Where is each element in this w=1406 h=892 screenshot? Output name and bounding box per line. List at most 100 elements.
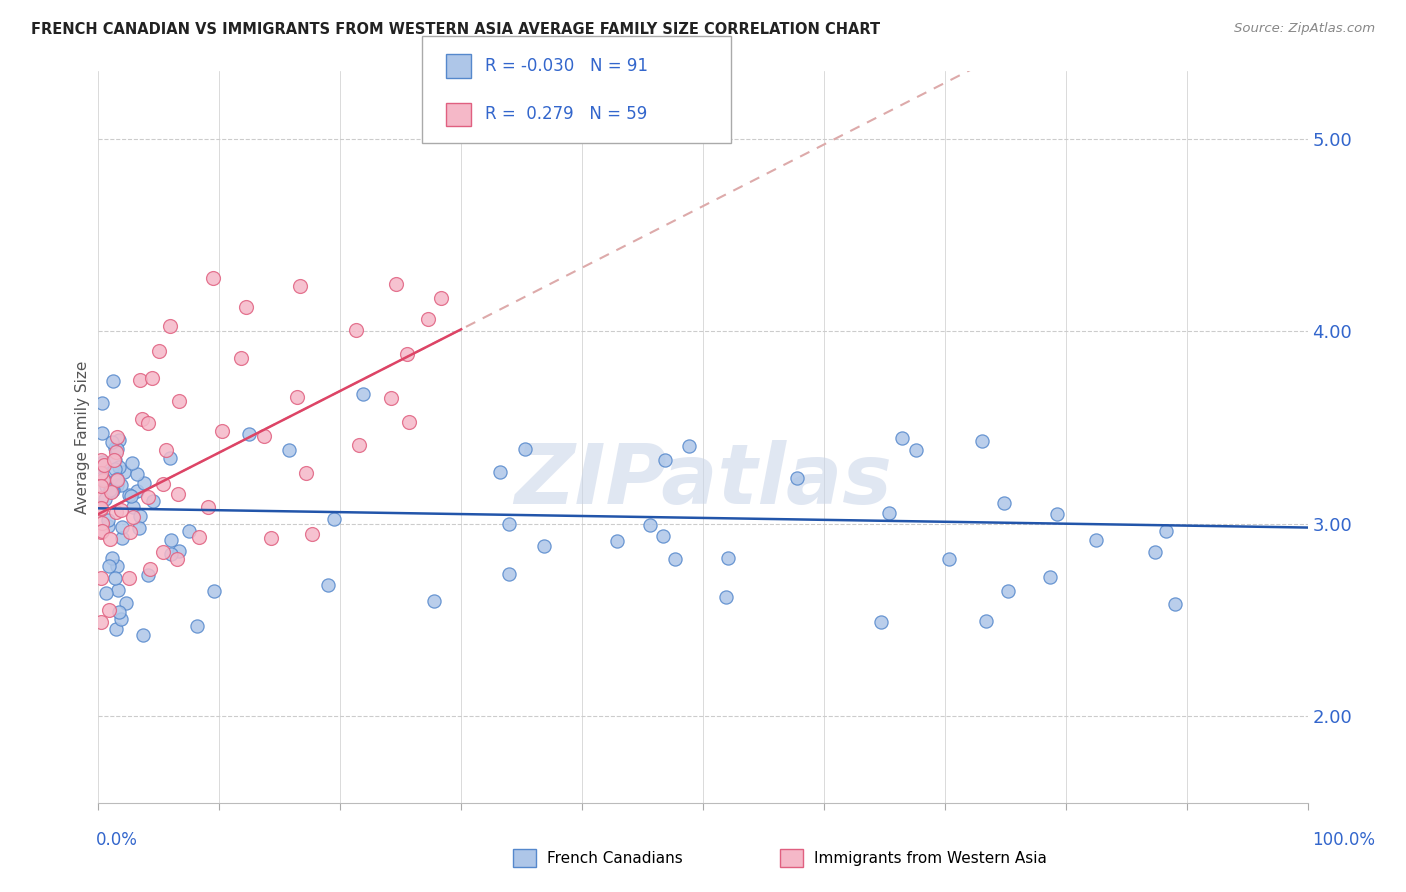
Point	[152, 477, 174, 491]
Point	[159, 318, 181, 333]
Point	[120, 490, 142, 504]
Point	[100, 434, 122, 449]
Point	[301, 526, 323, 541]
Point	[166, 487, 188, 501]
Point	[606, 533, 628, 548]
Point	[136, 490, 159, 504]
Point	[938, 552, 960, 566]
Point	[104, 441, 127, 455]
Point	[111, 520, 134, 534]
Point	[122, 510, 145, 524]
Point	[654, 452, 676, 467]
Point	[869, 615, 891, 630]
Point	[141, 371, 163, 385]
Point	[1039, 570, 1062, 584]
Point	[159, 451, 181, 466]
Point	[112, 466, 135, 480]
Text: 100.0%: 100.0%	[1312, 831, 1375, 849]
Point	[416, 312, 439, 326]
Point	[90, 615, 112, 629]
Point	[97, 513, 120, 527]
Point	[294, 466, 316, 480]
Point	[997, 583, 1019, 598]
Point	[786, 471, 808, 485]
Point	[652, 528, 675, 542]
Point	[100, 485, 122, 500]
Point	[202, 584, 225, 599]
Point	[235, 300, 257, 314]
Text: Immigrants from Western Asia: Immigrants from Western Asia	[814, 851, 1047, 865]
Point	[91, 454, 114, 468]
Point	[186, 619, 208, 633]
Point	[127, 483, 149, 498]
Point	[98, 603, 121, 617]
Point	[1046, 507, 1069, 521]
Point	[148, 344, 170, 359]
Point	[96, 479, 118, 493]
Point	[104, 445, 127, 459]
Point	[398, 415, 420, 429]
Point	[136, 567, 159, 582]
Point	[211, 424, 233, 438]
Point	[125, 467, 148, 481]
Text: R = -0.030   N = 91: R = -0.030 N = 91	[485, 57, 648, 75]
Y-axis label: Average Family Size: Average Family Size	[75, 360, 90, 514]
Point	[108, 433, 131, 447]
Point	[104, 462, 127, 476]
Point	[288, 279, 311, 293]
Point	[277, 443, 299, 458]
Point	[121, 500, 143, 515]
Point	[1154, 524, 1177, 538]
Point	[717, 551, 740, 566]
Point	[166, 551, 188, 566]
Point	[90, 501, 112, 516]
Point	[128, 521, 150, 535]
Point	[152, 545, 174, 559]
Point	[323, 512, 346, 526]
Point	[91, 426, 114, 441]
Point	[498, 567, 520, 582]
Point	[498, 517, 520, 532]
Point	[97, 518, 120, 533]
Point	[98, 483, 121, 497]
Point	[101, 483, 124, 497]
Point	[121, 456, 143, 470]
Point	[105, 472, 128, 486]
Point	[105, 473, 128, 487]
Point	[160, 548, 183, 562]
Point	[101, 374, 124, 388]
Point	[91, 524, 114, 538]
Point	[142, 494, 165, 508]
Point	[118, 571, 141, 585]
Point	[107, 478, 129, 492]
Point	[90, 453, 112, 467]
Point	[134, 475, 156, 490]
Point	[347, 437, 370, 451]
Point	[533, 539, 555, 553]
Point	[187, 530, 209, 544]
Point	[1164, 597, 1187, 611]
Point	[640, 518, 662, 533]
Point	[105, 558, 128, 573]
Point	[101, 551, 124, 566]
Point	[285, 390, 308, 404]
Point	[260, 531, 283, 545]
Point	[110, 612, 132, 626]
Point	[974, 614, 997, 628]
Point	[98, 533, 121, 547]
Point	[238, 427, 260, 442]
Point	[129, 509, 152, 524]
Point	[155, 443, 177, 458]
Point	[105, 430, 128, 444]
Point	[91, 395, 114, 409]
Point	[891, 431, 914, 445]
Text: R =  0.279   N = 59: R = 0.279 N = 59	[485, 105, 647, 123]
Text: ZIPatlas: ZIPatlas	[515, 441, 891, 522]
Point	[138, 561, 160, 575]
Text: 0.0%: 0.0%	[96, 831, 138, 849]
Point	[90, 491, 112, 505]
Point	[344, 323, 367, 337]
Point	[169, 394, 191, 409]
Point	[115, 596, 138, 610]
Point	[177, 524, 200, 538]
